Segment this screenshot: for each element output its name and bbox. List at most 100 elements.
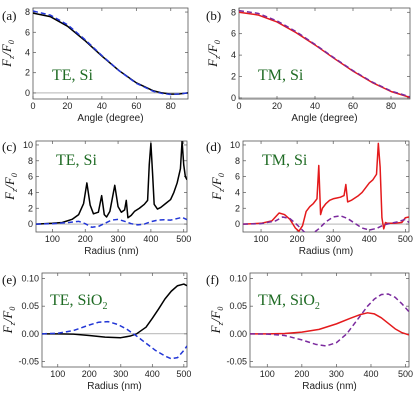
x-tick-label: 200 [294, 369, 309, 379]
y-tick-label: 4 [235, 187, 240, 197]
panel-label: (b) [206, 8, 221, 23]
inner-label-text: TM, SiO [258, 292, 315, 309]
y-label-f: F [2, 191, 17, 201]
y-axis-label: Fz/F0 [209, 173, 226, 201]
y-tick-label: 0.05 [229, 301, 247, 311]
y-label-f0: F [209, 176, 224, 186]
panel-label: (f) [206, 272, 219, 287]
y-label-sub2: 0 [213, 40, 222, 44]
y-label-f0: F [0, 43, 14, 53]
y-axis-label: Fz/F0 [208, 307, 225, 335]
x-tick-label: 300 [111, 234, 126, 244]
series-line-solid [33, 12, 188, 95]
y-tick-label: 4 [25, 47, 30, 57]
x-tick-label: 400 [362, 234, 377, 244]
x-tick-label: 80 [166, 101, 176, 111]
x-tick-label: 80 [386, 101, 396, 111]
plot-frame [242, 140, 410, 233]
y-label-sep: / [2, 184, 17, 190]
x-tick-label: 20 [62, 101, 72, 111]
x-tick-label: 300 [326, 234, 341, 244]
x-tick-label: 0 [236, 101, 241, 111]
y-tick-label: 2 [231, 72, 236, 82]
y-tick-label: 6 [28, 172, 33, 182]
y-label-sub2: 0 [217, 173, 226, 177]
x-tick-label: 40 [310, 101, 320, 111]
inner-label: TE, Si [56, 152, 97, 169]
y-axis-label: Fz/F0 [205, 40, 222, 68]
series-line-solid [243, 142, 409, 232]
plot-frame [35, 140, 188, 233]
inner-label-text: TE, Si [52, 67, 93, 84]
series-line-dashed [42, 320, 187, 360]
series-line-solid [250, 312, 409, 336]
x-tick-label: 400 [143, 234, 158, 244]
y-tick-label: 0.05 [21, 301, 39, 311]
x-axis-label: Radius (nm) [87, 381, 141, 392]
x-axis-label: Angle (degree) [77, 113, 143, 124]
inner-label: TM, Si [262, 152, 308, 169]
y-label-sub2: 0 [216, 307, 225, 311]
panel-label: (d) [206, 139, 221, 154]
panel-label: (e) [2, 272, 16, 287]
y-tick-label: -0.05 [226, 356, 247, 366]
y-tick-label: 0 [235, 219, 240, 229]
series-line-dashed [36, 216, 187, 228]
y-tick-label: 0.00 [21, 329, 39, 339]
y-axis-label: Fz/F0 [2, 173, 19, 201]
inner-label: TM, Si [258, 67, 304, 84]
inner-label: TE, Si [52, 67, 93, 84]
x-tick-label: 400 [145, 369, 160, 379]
y-tick-label: 0 [231, 93, 236, 103]
y-tick-label: 2 [235, 203, 240, 213]
x-axis-label: Radius (nm) [302, 381, 356, 392]
series-line-solid [42, 283, 187, 339]
y-tick-label: 6 [231, 29, 236, 39]
panel-e: 100 200 300 400 500 -0.05 0.00 0.05 0.10 Radius (… [0, 272, 191, 392]
y-tick-label: 10 [23, 140, 33, 150]
y-tick-label: 6 [235, 172, 240, 182]
inner-label-text: TE, Si [56, 152, 97, 169]
x-tick-label: 500 [176, 234, 191, 244]
inner-label-text: TM, Si [258, 67, 304, 84]
plot-frame [249, 272, 410, 368]
series-line-solid [36, 141, 187, 225]
y-label-f: F [0, 324, 15, 334]
panel-label: (a) [2, 8, 16, 23]
inner-label-sub: 2 [102, 301, 107, 312]
x-tick-label: 500 [398, 369, 413, 379]
series-line-dashed [243, 215, 409, 232]
y-tick-label: 0.10 [229, 274, 247, 284]
x-tick-label: 100 [260, 369, 275, 379]
y-tick-label: 0.00 [229, 329, 247, 339]
y-label-sub2: 0 [10, 173, 19, 177]
y-label-f: F [209, 191, 224, 201]
y-tick-label: 8 [25, 7, 30, 17]
y-label-sub2: 0 [7, 40, 16, 44]
y-tick-label: 4 [28, 187, 33, 197]
x-tick-label: 60 [131, 101, 141, 111]
y-label-sub1: z [7, 55, 16, 60]
y-tick-label: 6 [25, 27, 30, 37]
x-tick-label: 0 [30, 101, 35, 111]
y-label-f: F [208, 324, 223, 334]
plot-frame [41, 272, 188, 368]
x-tick-label: 200 [78, 234, 93, 244]
y-label-sep: / [0, 51, 14, 57]
y-label-f0: F [208, 310, 223, 320]
x-tick-label: 100 [50, 369, 65, 379]
y-tick-label: -0.05 [18, 356, 39, 366]
x-tick-label: 300 [113, 369, 128, 379]
series-line-dashed [239, 9, 410, 98]
x-tick-label: 500 [176, 369, 191, 379]
x-tick-label: 20 [272, 101, 282, 111]
y-label-f0: F [0, 310, 15, 320]
y-tick-label: 8 [235, 156, 240, 166]
inner-label: TE, SiO2 [50, 292, 107, 312]
y-tick-label: 4 [231, 50, 236, 60]
panel-f: 100 200 300 400 500 -0.05 0.00 0.05 0.10 Radius (… [206, 272, 413, 392]
